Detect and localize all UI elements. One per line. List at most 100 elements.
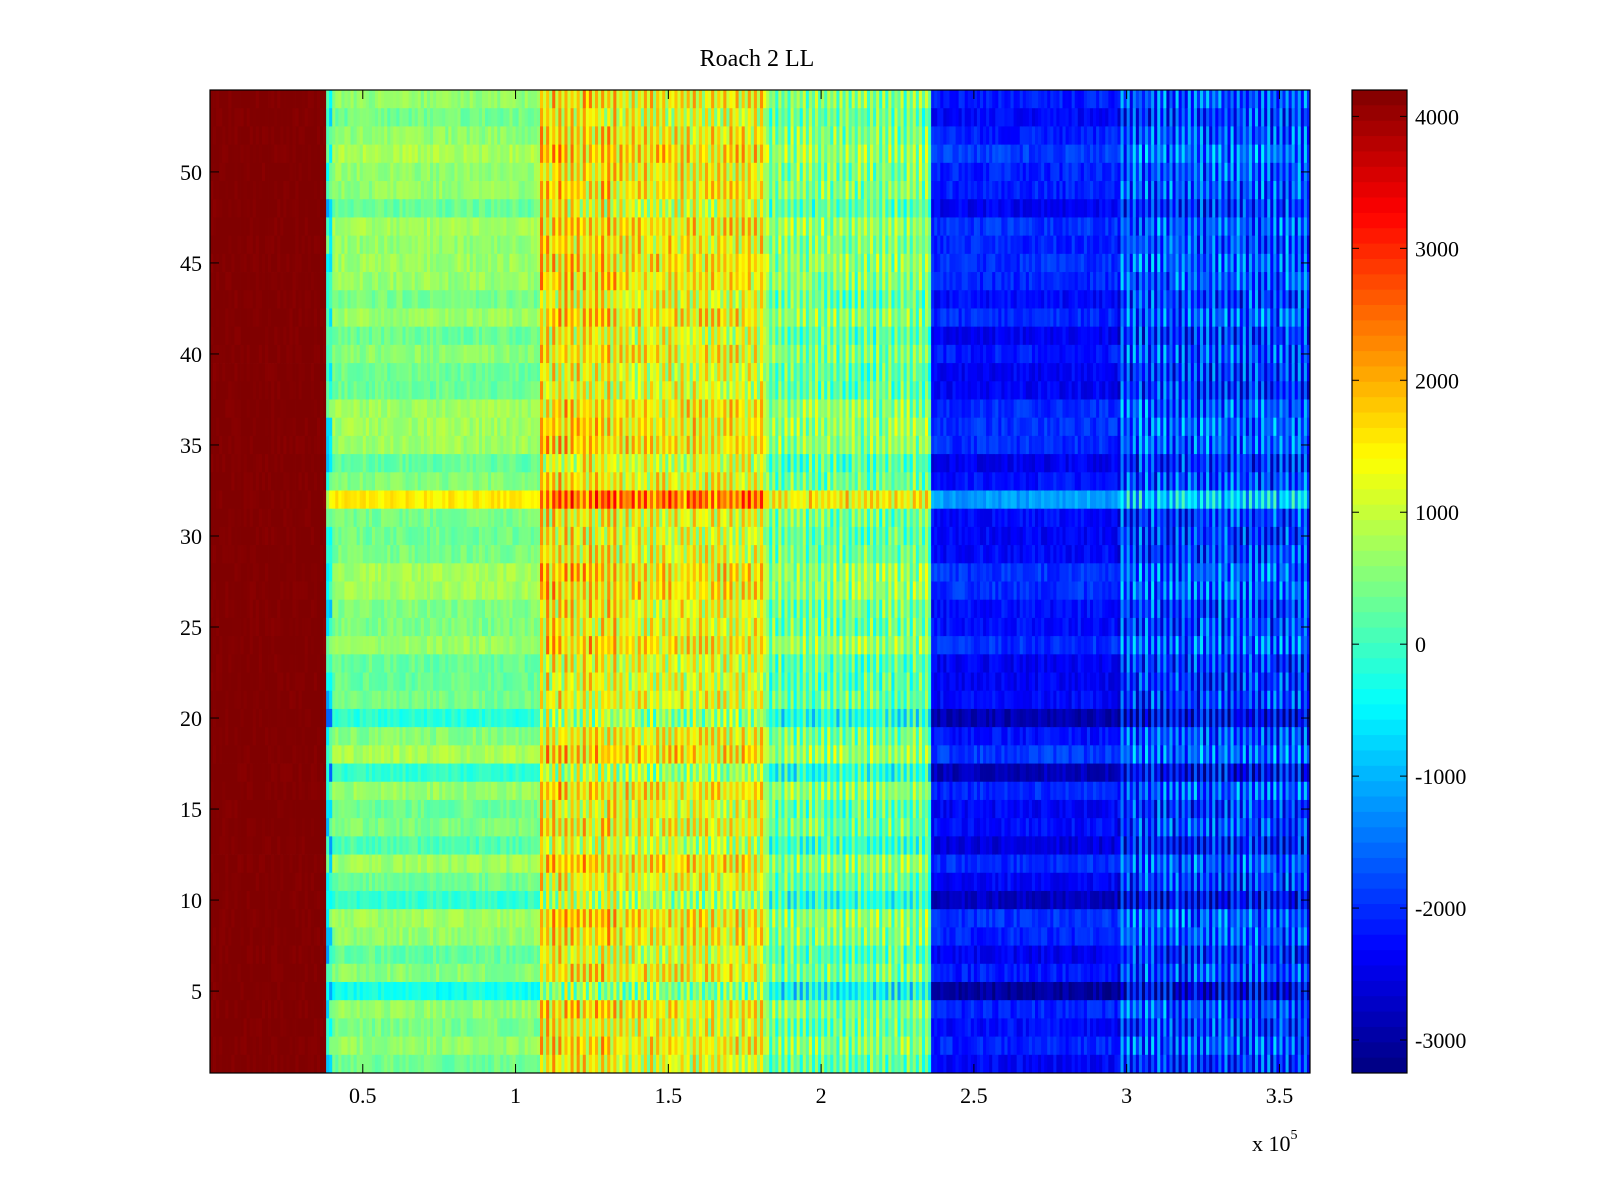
heatmap-cell (445, 144, 449, 164)
heatmap-cell (323, 545, 327, 564)
heatmap-cell (393, 1018, 397, 1037)
heatmap-cell (307, 799, 312, 819)
heatmap-cell (375, 217, 379, 237)
heatmap-cell (329, 344, 333, 364)
heatmap-cell (375, 326, 379, 346)
heatmap-cell (301, 981, 306, 1001)
heatmap-cell (252, 854, 257, 874)
heatmap-cell (326, 126, 330, 146)
heatmap-cell (335, 836, 339, 855)
heatmap-cell (368, 981, 373, 1001)
heatmap-cell (420, 181, 425, 200)
heatmap-cell (384, 690, 388, 710)
heatmap-cell (463, 454, 468, 473)
heatmap-cell (478, 490, 483, 510)
heatmap-cell (387, 144, 391, 164)
heatmap-cell (472, 344, 477, 364)
heatmap-cell (368, 326, 373, 346)
heatmap-cell (249, 90, 254, 109)
heatmap-cell (249, 945, 254, 965)
heatmap-cell (381, 872, 385, 892)
heatmap-cell (228, 381, 232, 400)
heatmap-cell (399, 108, 403, 127)
heatmap-cell (417, 90, 422, 109)
heatmap-cell (430, 672, 434, 692)
heatmap-cell (442, 508, 446, 528)
heatmap-cell (426, 1036, 431, 1056)
heatmap-cell (313, 526, 318, 546)
heatmap-cell (359, 435, 364, 455)
heatmap-cell (399, 126, 403, 146)
heatmap-cell (222, 199, 226, 218)
heatmap-cell (237, 326, 241, 346)
heatmap-cell (307, 1018, 312, 1037)
heatmap-cell (402, 545, 406, 564)
heatmap-cell (258, 890, 263, 910)
heatmap-cell (350, 490, 355, 510)
heatmap-cell (359, 217, 364, 237)
heatmap-cell (466, 781, 471, 801)
heatmap-cell (326, 599, 330, 619)
heatmap-cell (393, 126, 397, 146)
heatmap-cell (405, 581, 410, 601)
heatmap-cell (472, 545, 477, 564)
heatmap-cell (286, 818, 290, 837)
heatmap-cell (365, 126, 370, 146)
heatmap-cell (426, 1054, 431, 1074)
heatmap-cell (390, 909, 394, 928)
heatmap-cell (472, 144, 477, 164)
heatmap-cell (219, 818, 223, 837)
heatmap-cell (228, 617, 232, 637)
heatmap-cell (396, 381, 400, 400)
heatmap-cell (344, 435, 348, 455)
heatmap-cell (414, 563, 419, 582)
heatmap-cell (478, 727, 483, 746)
heatmap-cell (295, 308, 300, 328)
heatmap-cell (426, 945, 431, 965)
heatmap-cell (420, 563, 425, 582)
heatmap-cell (356, 217, 361, 237)
heatmap-cell (460, 818, 465, 837)
heatmap-cell (255, 563, 260, 582)
heatmap-cell (304, 599, 309, 619)
heatmap-cell (433, 909, 437, 928)
heatmap-cell (243, 545, 248, 564)
heatmap-cell (316, 872, 321, 892)
heatmap-cell (436, 563, 440, 582)
heatmap-cell (454, 162, 458, 182)
heatmap-cell (417, 836, 422, 855)
heatmap-cell (408, 581, 413, 601)
heatmap-cell (252, 417, 257, 437)
heatmap-cell (399, 235, 403, 255)
heatmap-cell (396, 890, 400, 910)
heatmap-cell (430, 454, 434, 473)
heatmap-cell (265, 508, 269, 528)
heatmap-cell (414, 308, 419, 328)
heatmap-cell (442, 381, 446, 400)
heatmap-cell (283, 545, 287, 564)
heatmap-cell (265, 981, 269, 1001)
heatmap-cell (320, 727, 324, 746)
heatmap-cell (466, 836, 471, 855)
heatmap-cell (485, 1000, 489, 1019)
heatmap-cell (485, 563, 489, 582)
heatmap-cell (268, 854, 272, 874)
heatmap-cell (485, 909, 489, 928)
heatmap-cell (326, 472, 330, 491)
heatmap-cell (390, 253, 394, 273)
heatmap-cell (347, 326, 351, 346)
heatmap-cell (485, 1054, 489, 1074)
heatmap-cell (240, 381, 245, 400)
heatmap-cell (286, 399, 290, 419)
heatmap-cell (430, 599, 434, 619)
heatmap-cell (399, 981, 403, 1001)
heatmap-cell (378, 326, 382, 346)
heatmap-cell (475, 636, 480, 655)
heatmap-cell (445, 363, 449, 382)
heatmap-cell (469, 781, 474, 801)
heatmap-cell (469, 435, 474, 455)
heatmap-cell (381, 890, 385, 910)
heatmap-cell (338, 599, 342, 619)
heatmap-cell (405, 545, 410, 564)
heatmap-cell (316, 781, 321, 801)
